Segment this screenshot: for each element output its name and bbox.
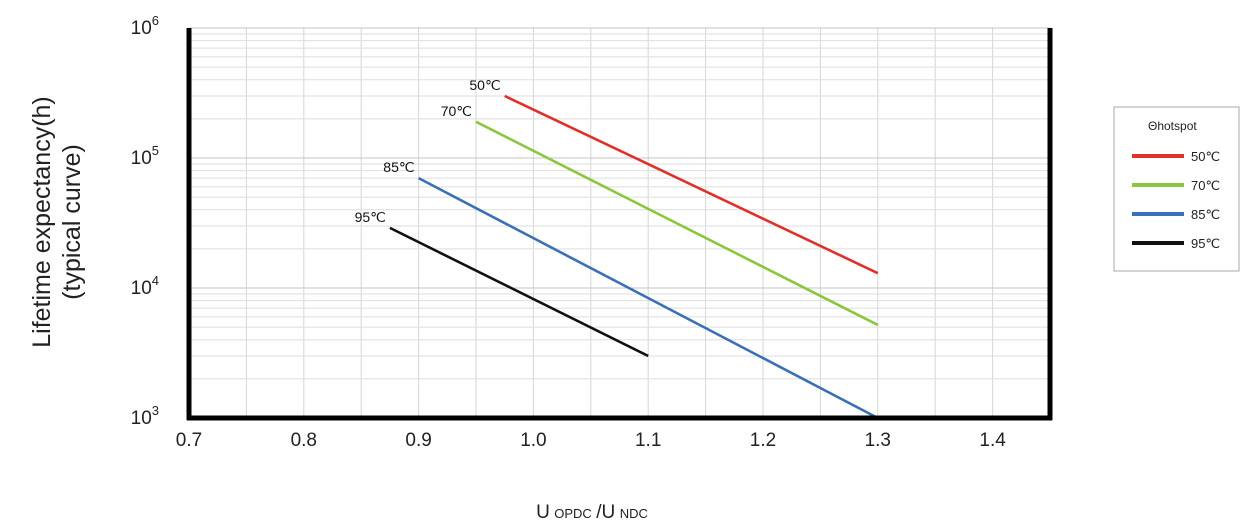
legend-label-3: 95℃ xyxy=(1191,236,1220,251)
y-axis-title-line1: Lifetime expectancy(h) xyxy=(28,96,56,348)
x-tick-label: 1.3 xyxy=(865,430,891,451)
y-tick-label: 105 xyxy=(131,143,159,169)
x-axis-title-sub1: OPDC xyxy=(554,506,592,521)
series-lines xyxy=(389,94,879,420)
plot-frame xyxy=(186,28,1053,421)
series-line-2 xyxy=(417,176,879,420)
series-label-3: 95℃ xyxy=(355,209,386,225)
y-tick-label: 106 xyxy=(131,13,159,39)
series-line-3 xyxy=(389,226,649,358)
series-line-1 xyxy=(475,120,879,327)
x-tick-label: 1.1 xyxy=(635,430,661,451)
y-axis-title-line2: (typical curve) xyxy=(58,144,86,300)
legend-items: 50℃ 70℃ 85℃ 95℃ xyxy=(1132,149,1220,251)
series-label-0: 50℃ xyxy=(469,77,500,93)
x-tick-label: 1.2 xyxy=(750,430,776,451)
x-axis-title-sep: /U xyxy=(596,502,615,523)
x-axis-title: U OPDC /U NDC xyxy=(536,502,648,523)
x-tick-label: 0.7 xyxy=(176,430,202,451)
x-axis-title-sub2: NDC xyxy=(620,506,648,521)
x-axis-title-u1: U xyxy=(536,502,550,523)
legend-label-0: 50℃ xyxy=(1191,149,1220,164)
y-tick-label: 103 xyxy=(131,403,159,429)
x-tick-label: 1.0 xyxy=(520,430,546,451)
legend: Θhotspot 50℃ 70℃ 85℃ 95℃ xyxy=(1113,106,1240,272)
series-line-0 xyxy=(504,94,879,275)
grid xyxy=(188,27,1051,419)
series-label-1: 70℃ xyxy=(441,103,472,119)
x-tick-label: 1.4 xyxy=(979,430,1006,451)
legend-label-2: 85℃ xyxy=(1191,207,1220,222)
x-axis-ticks: 0.7 0.8 0.9 1.0 1.1 1.2 1.3 1.4 xyxy=(176,430,1006,451)
legend-label-1: 70℃ xyxy=(1191,178,1220,193)
x-tick-label: 0.9 xyxy=(405,430,431,451)
y-tick-label: 104 xyxy=(131,273,159,299)
y-axis-ticks: 103 104 105 106 xyxy=(131,13,159,429)
x-tick-label: 0.8 xyxy=(291,430,317,451)
series-labels: 50℃ 70℃ 85℃ 95℃ xyxy=(355,77,501,225)
legend-title: Θhotspot xyxy=(1148,119,1197,133)
series-label-2: 85℃ xyxy=(383,159,414,175)
